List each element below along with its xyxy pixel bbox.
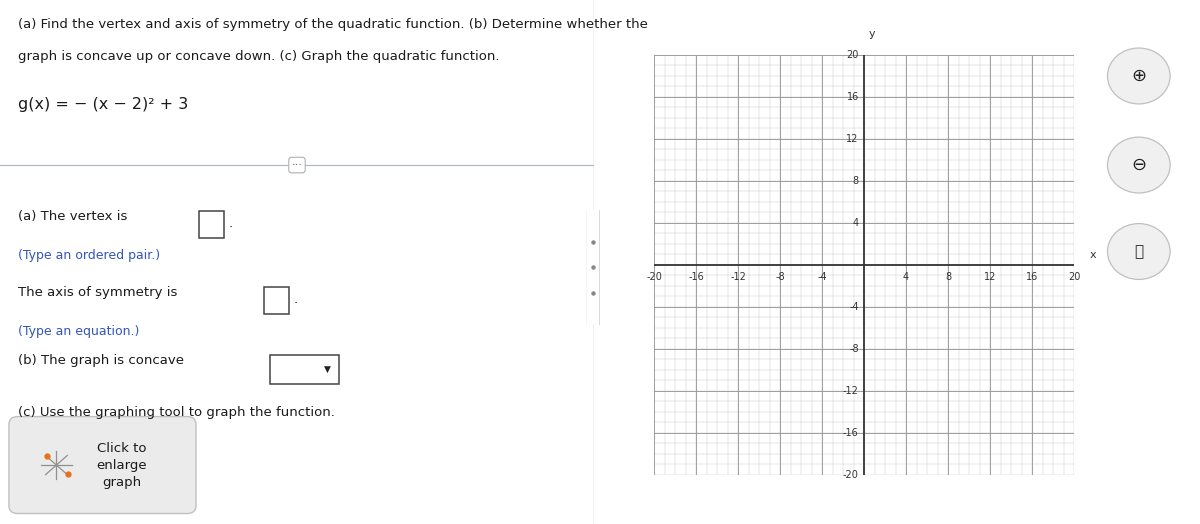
Text: 8: 8	[944, 272, 952, 282]
Text: ⊖: ⊖	[1132, 156, 1146, 174]
Text: .: .	[229, 217, 233, 231]
Text: 12: 12	[984, 272, 996, 282]
Text: 4: 4	[853, 217, 859, 227]
Ellipse shape	[1108, 224, 1170, 279]
Text: (Type an ordered pair.): (Type an ordered pair.)	[18, 249, 160, 262]
Text: (b) The graph is concave: (b) The graph is concave	[18, 354, 184, 367]
Text: (c) Use the graphing tool to graph the function.: (c) Use the graphing tool to graph the f…	[18, 406, 335, 419]
FancyBboxPatch shape	[264, 287, 289, 314]
Text: graph is concave up or concave down. (c) Graph the quadratic function.: graph is concave up or concave down. (c)…	[18, 50, 499, 63]
Text: ⊕: ⊕	[1132, 67, 1146, 85]
Text: g(x) = − (x − 2)² + 3: g(x) = − (x − 2)² + 3	[18, 97, 188, 112]
Text: -12: -12	[842, 386, 859, 396]
Ellipse shape	[1108, 48, 1170, 104]
Text: Click to
enlarge
graph: Click to enlarge graph	[96, 442, 148, 488]
Text: ⧉: ⧉	[1134, 244, 1144, 259]
Text: ▼: ▼	[324, 365, 331, 374]
Text: 20: 20	[846, 50, 859, 60]
FancyBboxPatch shape	[586, 206, 600, 329]
Text: -16: -16	[688, 272, 704, 282]
FancyBboxPatch shape	[8, 417, 196, 514]
Text: 20: 20	[1068, 272, 1080, 282]
FancyBboxPatch shape	[270, 355, 338, 384]
FancyBboxPatch shape	[199, 211, 224, 238]
Text: 4: 4	[902, 272, 910, 282]
Text: y: y	[869, 29, 875, 39]
Text: 16: 16	[1026, 272, 1038, 282]
Ellipse shape	[1108, 137, 1170, 193]
Text: (a) The vertex is: (a) The vertex is	[18, 210, 127, 223]
Text: -20: -20	[842, 470, 859, 479]
Text: x: x	[1090, 250, 1097, 260]
Text: -8: -8	[850, 344, 859, 354]
Text: .: .	[294, 293, 298, 307]
Text: 12: 12	[846, 134, 859, 144]
Text: (a) Find the vertex and axis of symmetry of the quadratic function. (b) Determin: (a) Find the vertex and axis of symmetry…	[18, 18, 648, 31]
Text: The axis of symmetry is: The axis of symmetry is	[18, 286, 178, 299]
Text: 16: 16	[846, 92, 859, 102]
Text: -16: -16	[842, 428, 859, 438]
Text: ···: ···	[292, 160, 302, 170]
Text: -4: -4	[817, 272, 827, 282]
Text: -12: -12	[730, 272, 746, 282]
Text: 8: 8	[853, 176, 859, 185]
Text: -4: -4	[850, 302, 859, 312]
Text: -8: -8	[775, 272, 785, 282]
Text: (Type an equation.): (Type an equation.)	[18, 325, 139, 338]
Text: -20: -20	[646, 272, 662, 282]
